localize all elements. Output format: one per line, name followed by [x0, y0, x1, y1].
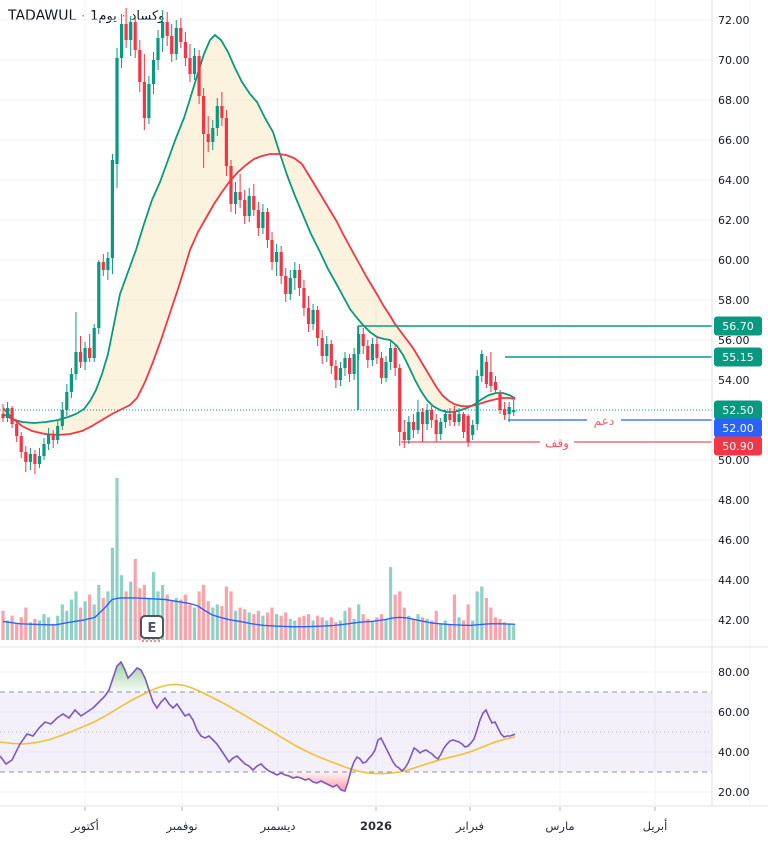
legend-separator-2: ·	[121, 9, 126, 23]
svg-text:56.00: 56.00	[718, 334, 750, 347]
svg-text:42.00: 42.00	[718, 614, 750, 627]
svg-text:70.00: 70.00	[718, 54, 750, 67]
time-scale[interactable]: أكتوبر نوفمبر ديسمبر 2026 فبراير مارس أبريل	[70, 807, 667, 834]
time-axis-label: نوفمبر	[165, 819, 197, 834]
ma-ribbon	[2, 33, 516, 436]
svg-text:54.00: 54.00	[718, 374, 750, 387]
volume-ma-line	[2, 597, 516, 628]
support-label: دعم	[594, 414, 615, 428]
time-axis-label: مارس	[545, 819, 574, 834]
svg-text:52.00: 52.00	[722, 422, 754, 435]
line-labels: دعم وقف	[540, 413, 621, 451]
svg-text:64.00: 64.00	[718, 174, 750, 187]
rsi-pane	[0, 660, 712, 792]
gridlines	[0, 0, 751, 806]
svg-text:68.00: 68.00	[718, 94, 750, 107]
price-badge: 50.90	[714, 436, 762, 456]
price-scale[interactable]: 72.00 70.00 68.00 66.00 64.00 62.00 60.00 58.00…	[714, 14, 762, 799]
level-rays[interactable]	[357, 325, 712, 443]
svg-text:E: E	[148, 621, 157, 636]
time-axis-label: ديسمبر	[259, 819, 295, 834]
svg-text:62.00: 62.00	[718, 214, 750, 227]
legend-separator: ·	[81, 9, 86, 23]
svg-text:66.00: 66.00	[718, 134, 750, 147]
pane-separators	[0, 0, 768, 807]
svg-text:48.00: 48.00	[718, 494, 750, 507]
volume-bars	[1, 478, 516, 640]
svg-text:50.00: 50.00	[718, 454, 750, 467]
svg-text:40.00: 40.00	[718, 746, 750, 759]
svg-text:50.90: 50.90	[722, 440, 754, 453]
time-axis-label: أبريل	[643, 818, 668, 834]
earnings-badge[interactable]: E	[140, 615, 164, 642]
svg-text:56.70: 56.70	[722, 320, 754, 333]
price-badge: 52.50	[714, 400, 762, 420]
time-axis-label: أكتوبر	[70, 818, 99, 834]
svg-text:60.00: 60.00	[718, 254, 750, 267]
price-badge: 52.00	[714, 418, 762, 438]
svg-text:80.00: 80.00	[718, 666, 750, 679]
svg-text:52.50: 52.50	[722, 404, 754, 417]
price-badge: 55.15	[714, 347, 762, 367]
svg-text:55.15: 55.15	[722, 351, 754, 364]
svg-text:20.00: 20.00	[718, 786, 750, 799]
svg-text:60.00: 60.00	[718, 706, 750, 719]
price-badge: 56.70	[714, 316, 762, 336]
candles-layer	[1, 8, 516, 474]
svg-text:58.00: 58.00	[718, 294, 750, 307]
svg-text:72.00: 72.00	[718, 14, 750, 27]
svg-text:44.00: 44.00	[718, 574, 750, 587]
time-axis-label: 2026	[360, 819, 392, 833]
svg-text:46.00: 46.00	[718, 534, 750, 547]
stop-label: وقف	[545, 436, 569, 451]
time-axis-label: فبراير	[455, 819, 484, 834]
